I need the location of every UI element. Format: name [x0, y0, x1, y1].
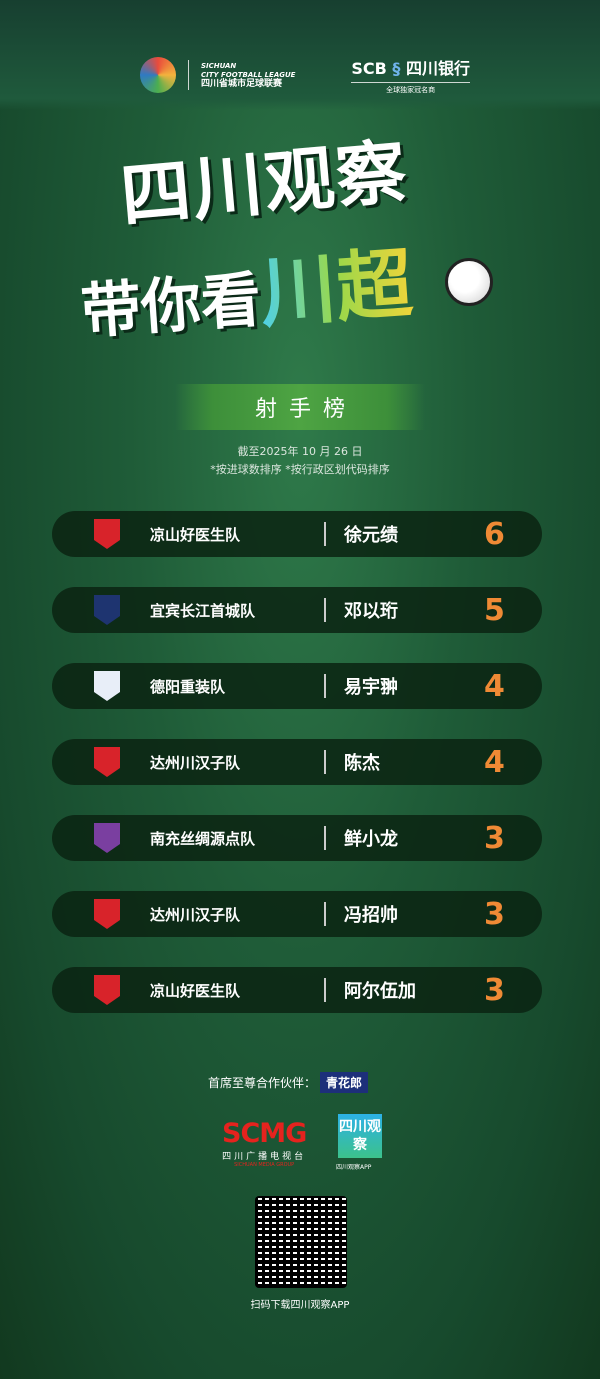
app-logo: 四川观察 — [338, 1114, 382, 1158]
goal-count: 4 — [484, 744, 505, 780]
team-name: 达州川汉子队 — [150, 905, 241, 924]
scorer-row: 凉山好医生队 阿尔伍加 3 — [52, 967, 542, 1013]
league-name: SICHUAN CITY FOOTBALL LEAGUE 四川省城市足球联赛 — [201, 62, 295, 89]
sponsor-cn: 四川银行 — [405, 59, 470, 78]
player-name: 冯招帅 — [344, 905, 398, 926]
football-icon — [445, 258, 493, 306]
scmg-logo: SCMG 四川广播电视台 SICHUAN MEDIA GROUP — [222, 1118, 307, 1168]
divider — [324, 902, 326, 926]
board-date: 截至2025年 10 月 26 日 — [237, 445, 363, 458]
team-badge-icon — [94, 975, 120, 1005]
app-label: 四川观察APP — [336, 1164, 372, 1171]
player-name: 徐元绩 — [344, 525, 398, 546]
team-name: 凉山好医生队 — [150, 525, 241, 544]
scorer-row: 达州川汉子队 冯招帅 3 — [52, 891, 542, 937]
board-title: 射手榜 — [175, 384, 425, 430]
partner-logo: 青花郎 — [320, 1072, 369, 1093]
player-name: 阿尔伍加 — [344, 981, 416, 1002]
team-badge-icon — [94, 671, 120, 701]
player-name: 鲜小龙 — [344, 829, 398, 850]
scorer-row: 德阳重装队 易宇翀 4 — [52, 663, 542, 709]
team-badge-icon — [94, 519, 120, 549]
goal-count: 3 — [484, 972, 505, 1008]
divider — [324, 598, 326, 622]
league-logo-icon — [140, 57, 176, 93]
hero-line2: 带你看川超 — [77, 222, 416, 355]
sponsor-name: SCB — [351, 59, 387, 78]
team-name: 宜宾长江首城队 — [150, 601, 256, 620]
qr-caption: 扫码下载四川观察APP — [250, 1300, 350, 1311]
scmg-cn: 四川广播电视台 — [222, 1152, 307, 1162]
hero-line1: 四川观察 — [117, 130, 412, 238]
sponsor-logo: SCB § 四川银行 全球独家冠名商 — [351, 55, 470, 95]
league-en1: SICHUAN — [201, 61, 237, 70]
divider — [324, 674, 326, 698]
player-name: 陈杰 — [344, 753, 380, 774]
team-name: 德阳重装队 — [150, 677, 226, 696]
team-badge-icon — [94, 747, 120, 777]
scorer-row: 南充丝绸源点队 鲜小龙 3 — [52, 815, 542, 861]
divider — [324, 978, 326, 1002]
player-name: 邓以珩 — [344, 601, 398, 622]
league-en2: CITY FOOTBALL LEAGUE — [201, 70, 296, 79]
header-bar — [0, 0, 600, 110]
goal-count: 3 — [484, 820, 505, 856]
team-badge-icon — [94, 823, 120, 853]
hero-line2a: 带你看 — [78, 265, 264, 348]
goal-count: 6 — [484, 516, 505, 552]
scorer-row: 凉山好医生队 徐元绩 6 — [52, 511, 542, 557]
scmg-en: SICHUAN MEDIA GROUP — [234, 1162, 295, 1168]
hero-title: 四川观察 带你看川超 — [79, 128, 530, 348]
scorer-row: 宜宾长江首城队 邓以珩 5 — [52, 587, 542, 633]
player-name: 易宇翀 — [344, 677, 398, 698]
qr-code[interactable] — [255, 1196, 347, 1288]
scorer-row: 达州川汉子队 陈杰 4 — [52, 739, 542, 785]
team-name: 南充丝绸源点队 — [150, 829, 256, 848]
team-name: 凉山好医生队 — [150, 981, 241, 1000]
league-cn: 四川省城市足球联赛 — [201, 78, 283, 89]
team-badge-icon — [94, 899, 120, 929]
hero-line2b: 川超 — [257, 238, 416, 338]
logo-bar: SICHUAN CITY FOOTBALL LEAGUE 四川省城市足球联赛 S… — [140, 55, 470, 95]
divider — [324, 826, 326, 850]
scmg-mark: SCMG — [222, 1118, 307, 1149]
divider — [188, 60, 189, 90]
partner-label: 首席至尊合作伙伴： — [208, 1076, 317, 1090]
sponsor-sub: 全球独家冠名商 — [351, 82, 470, 95]
sort-note: *按进球数排序 *按行政区划代码排序 — [210, 463, 390, 476]
goal-count: 5 — [484, 592, 505, 628]
team-name: 达州川汉子队 — [150, 753, 241, 772]
goal-count: 4 — [484, 668, 505, 704]
partner-line: 首席至尊合作伙伴： 青花郎 — [208, 1072, 369, 1093]
divider — [324, 522, 326, 546]
sponsor-mark-icon: § — [392, 59, 401, 78]
goal-count: 3 — [484, 896, 505, 932]
divider — [324, 750, 326, 774]
team-badge-icon — [94, 595, 120, 625]
